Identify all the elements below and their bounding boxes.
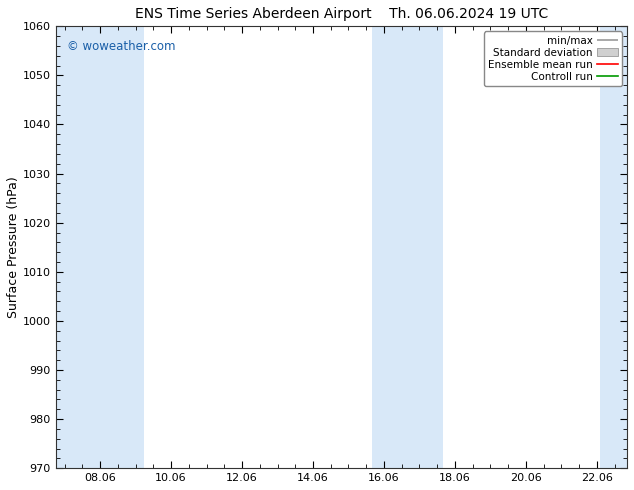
Title: ENS Time Series Aberdeen Airport    Th. 06.06.2024 19 UTC: ENS Time Series Aberdeen Airport Th. 06.… (135, 7, 548, 21)
Text: © woweather.com: © woweather.com (67, 40, 176, 52)
Bar (58, 26, 145, 468)
Bar (600, 26, 627, 468)
Legend: min/max, Standard deviation, Ensemble mean run, Controll run: min/max, Standard deviation, Ensemble me… (484, 31, 622, 86)
Y-axis label: Surface Pressure (hPa): Surface Pressure (hPa) (7, 176, 20, 318)
Bar (407, 26, 443, 468)
Bar (372, 26, 407, 468)
